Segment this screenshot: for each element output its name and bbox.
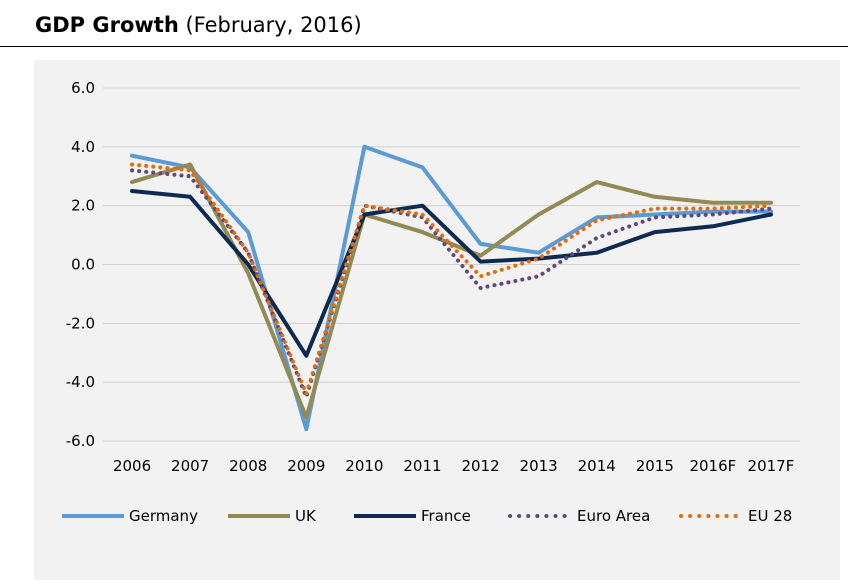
- legend-label: Germany: [129, 507, 198, 525]
- legend: Germany UK France Euro Area EU 28: [62, 507, 792, 525]
- series-line-france: [130, 189, 773, 358]
- legend-item-euro-area: Euro Area: [508, 507, 650, 525]
- series-line-euro-area: [130, 168, 773, 399]
- legend-item-germany: Germany: [62, 507, 198, 525]
- legend-item-uk: UK: [228, 507, 317, 525]
- legend-label: Euro Area: [577, 507, 650, 525]
- legend-item-france: France: [354, 507, 471, 525]
- y-axis-ticks: 6.0 4.0 2.0 0.0 -2.0 -4.0 -6.0: [66, 79, 95, 450]
- legend-label: UK: [295, 507, 317, 525]
- y-tick-label: -2.0: [66, 314, 95, 332]
- y-tick-label: 6.0: [71, 79, 95, 97]
- x-tick-label: 2006: [113, 457, 151, 475]
- series-line-germany: [130, 144, 773, 432]
- x-tick-label: 2008: [229, 457, 267, 475]
- gridlines: [103, 87, 800, 442]
- x-tick-label: 2009: [287, 457, 325, 475]
- x-tick-label: 2014: [578, 457, 616, 475]
- legend-label: EU 28: [748, 507, 792, 525]
- legend-item-eu-28: EU 28: [679, 507, 792, 525]
- y-tick-label: 0.0: [71, 256, 95, 274]
- chart-title: GDP Growth (February, 2016): [35, 13, 362, 37]
- y-tick-label: -4.0: [66, 373, 95, 391]
- x-tick-label: 2012: [461, 457, 499, 475]
- x-tick-label: 2007: [171, 457, 209, 475]
- x-tick-label: 2015: [636, 457, 674, 475]
- chart-header: GDP Growth (February, 2016): [0, 0, 848, 47]
- series-lines: [130, 144, 773, 432]
- legend-label: France: [421, 507, 471, 525]
- x-axis-ticks: 2006 2007 2008 2009 2010 2011 2012 2013 2014 2015…: [113, 457, 794, 475]
- y-tick-label: 2.0: [71, 197, 95, 215]
- chart-title-sub: (February, 2016): [185, 13, 362, 37]
- x-tick-label: 2011: [403, 457, 441, 475]
- x-tick-label: 2010: [345, 457, 383, 475]
- chart-title-main: GDP Growth: [35, 13, 179, 37]
- x-tick-label: 2017F: [748, 457, 795, 475]
- x-tick-label: 2016F: [689, 457, 736, 475]
- series-line-eu-28: [130, 162, 773, 396]
- x-tick-label: 2013: [520, 457, 558, 475]
- y-tick-label: -6.0: [66, 432, 95, 450]
- y-tick-label: 4.0: [71, 138, 95, 156]
